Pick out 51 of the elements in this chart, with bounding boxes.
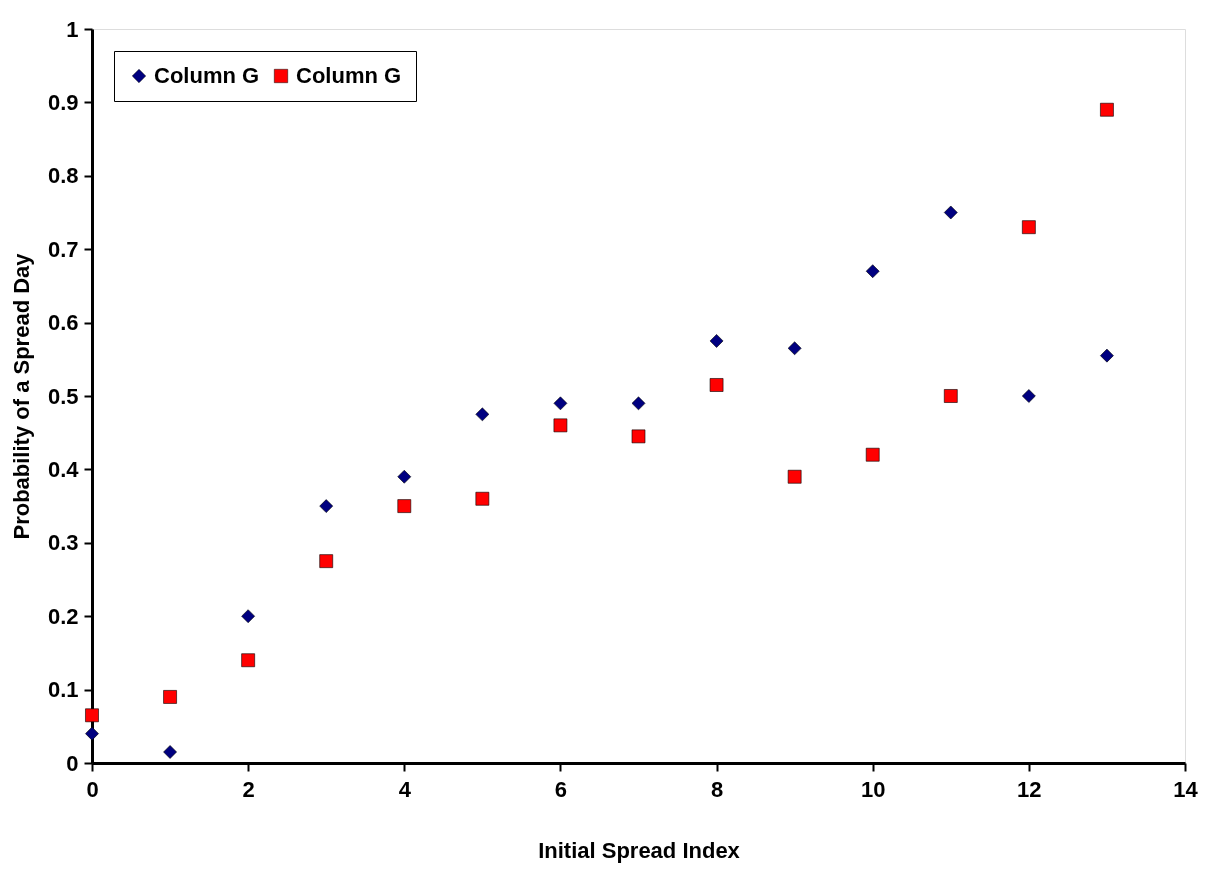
legend-label: Column G [296, 63, 402, 88]
x-tick-label: 14 [1173, 776, 1199, 802]
point [865, 264, 880, 279]
point [553, 396, 568, 411]
point [553, 418, 568, 433]
point [631, 429, 646, 444]
x-tick-label: 2 [242, 776, 255, 802]
x-axis-title: Initial Spread Index [538, 837, 741, 863]
point [1100, 102, 1114, 117]
x-tick-label: 8 [710, 776, 724, 802]
point [709, 378, 724, 392]
point [85, 708, 99, 723]
point [1022, 220, 1036, 234]
point [319, 499, 334, 513]
point [1100, 348, 1114, 363]
y-tick-label: 0.5 [47, 383, 79, 409]
point [397, 469, 412, 484]
x-tick-label: 10 [860, 776, 886, 802]
y-tick-label: 0.3 [47, 530, 79, 556]
point [241, 653, 255, 668]
point [241, 609, 255, 624]
point [943, 389, 958, 403]
point [475, 407, 490, 422]
x-tick-label: 4 [398, 776, 412, 802]
y-tick-label: 0.7 [47, 236, 79, 262]
point [85, 726, 99, 741]
point [865, 447, 880, 462]
point [163, 745, 177, 759]
x-tick-label: 12 [1017, 776, 1042, 802]
point [787, 341, 802, 356]
legend-label: Column G [154, 63, 260, 88]
point [163, 690, 177, 704]
y-axis-title: Probability of a Spread Day [8, 252, 34, 540]
y-tick-label: 0.4 [47, 456, 80, 482]
point [787, 469, 802, 484]
point [709, 334, 724, 348]
point [475, 491, 490, 506]
point [1022, 389, 1036, 403]
point [319, 554, 334, 568]
y-tick-label: 0.6 [47, 310, 79, 336]
y-tick-label: 0.2 [47, 603, 79, 629]
y-tick-label: 0.8 [47, 163, 79, 189]
y-tick-label: 0 [66, 750, 79, 776]
x-tick-label: 0 [86, 776, 99, 802]
point [397, 499, 412, 513]
y-tick-label: 0.9 [47, 89, 79, 115]
y-tick-label: 1 [66, 16, 79, 42]
y-tick-label: 0.1 [47, 677, 79, 703]
point [631, 396, 646, 411]
point [943, 205, 958, 220]
x-tick-label: 6 [554, 776, 568, 802]
